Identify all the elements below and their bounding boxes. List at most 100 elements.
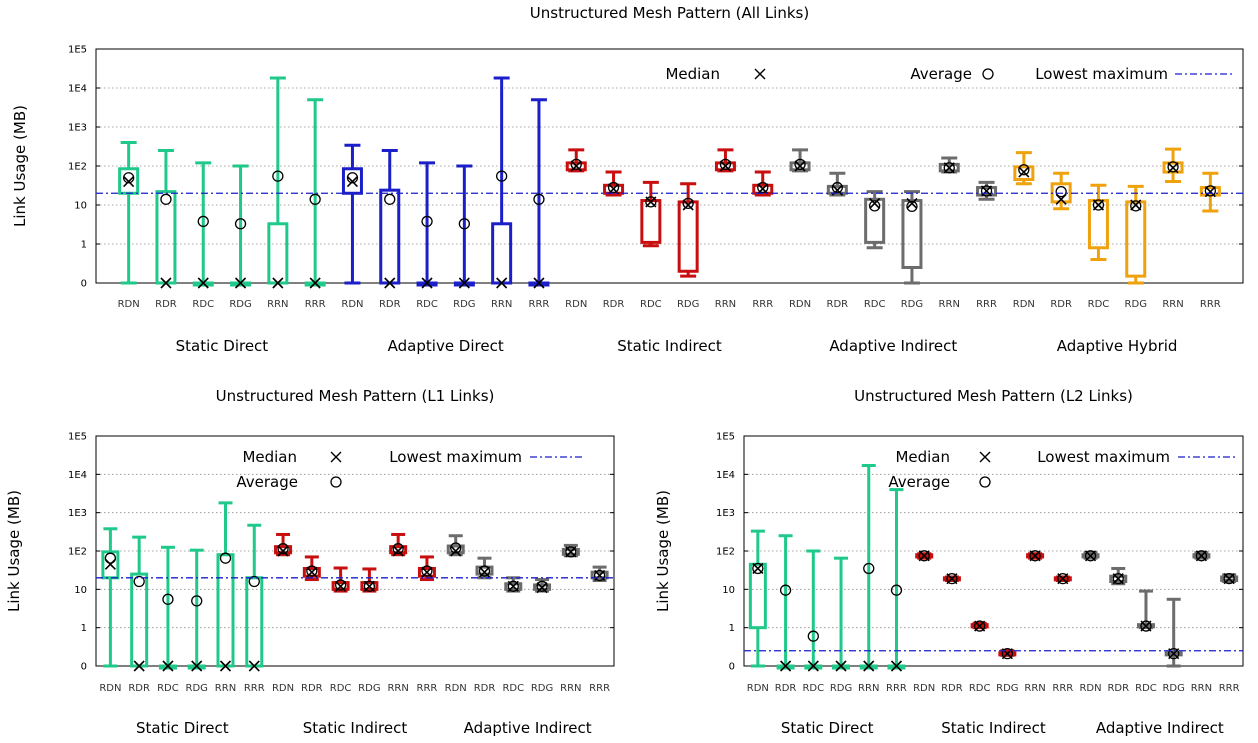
y-tick-label: 1E3 (68, 123, 87, 134)
average-marker (807, 630, 819, 642)
legend-median-label: Median (895, 448, 950, 466)
legend-average-icon (979, 476, 991, 488)
median-marker (162, 660, 174, 672)
average-marker (1223, 572, 1235, 585)
median-marker (277, 545, 289, 557)
category-label: RDG (453, 299, 475, 310)
average-marker (495, 170, 508, 182)
plot-frame (95, 48, 1244, 284)
category-label: RDC (969, 683, 991, 694)
box-static-indirect-rdr (603, 170, 625, 197)
median-marker (536, 582, 548, 594)
box-adaptive-indirect-rdr (1109, 566, 1128, 586)
median-marker (234, 277, 247, 289)
legend-average-label: Average (888, 473, 950, 491)
box-adaptive-indirect-rrn (1192, 550, 1211, 562)
box-iqr (360, 581, 379, 591)
average-marker (1167, 161, 1179, 173)
category-label: RDR (603, 299, 625, 310)
y-axis-label: Link Usage (MB) (11, 105, 29, 227)
box-iqr (938, 162, 960, 173)
category-label: RRR (305, 299, 326, 310)
box-adaptive-indirect-rdn (446, 534, 465, 557)
box-static-indirect-rdc (970, 620, 989, 632)
category-label: RRN (215, 683, 236, 694)
legend-median-icon (330, 451, 342, 463)
category-label: RDN (118, 299, 140, 310)
box-iqr (101, 550, 120, 580)
box-iqr (603, 183, 625, 195)
box-iqr (864, 197, 886, 244)
category-label: RRN (939, 299, 960, 310)
group-label: Adaptive Indirect (1096, 719, 1224, 737)
category-label: RRR (589, 683, 610, 694)
average-marker (458, 218, 471, 230)
legend-lowest-max-label: Lowest maximum (1037, 448, 1170, 466)
median-marker (248, 660, 260, 672)
category-label: RRR (1219, 683, 1240, 694)
category-label: RDG (1162, 683, 1184, 694)
box-iqr (504, 582, 523, 591)
y-tick-label: 10 (74, 201, 87, 212)
box-static-direct-rrr (304, 98, 326, 289)
group-label: Static Indirect (617, 337, 722, 355)
average-marker (946, 572, 958, 585)
category-label: RDN (272, 683, 294, 694)
category-label: RDR (474, 683, 496, 694)
average-marker (973, 620, 986, 632)
average-marker (197, 215, 209, 228)
median-marker (533, 277, 545, 289)
average-marker (346, 172, 359, 184)
average-marker (593, 569, 606, 582)
category-label: RDG (677, 299, 699, 310)
box-iqr (976, 186, 998, 197)
median-marker (780, 660, 792, 672)
box-iqr (491, 222, 513, 285)
box-static-indirect-rdn (565, 148, 587, 173)
median-marker (757, 183, 769, 195)
plot-frame (95, 435, 615, 667)
y-tick-label: 1E4 (68, 84, 87, 95)
chart-panel-2: Unstructured Mesh Pattern (L1 Links) Link… (5, 387, 615, 737)
legend: Median Average Lowest maximum (236, 448, 585, 491)
group-label: Adaptive Hybrid (1057, 337, 1178, 355)
average-marker (533, 193, 545, 205)
median-marker (458, 277, 470, 289)
y-axis-label: Link Usage (MB) (5, 490, 23, 612)
median-marker (392, 545, 404, 557)
box-static-direct-rdc (804, 549, 823, 672)
median-marker (570, 160, 582, 172)
average-marker (363, 580, 376, 592)
category-label: RDN (99, 683, 121, 694)
y-tick-label: 1E2 (68, 162, 87, 173)
box-static-direct-rdr (776, 534, 795, 672)
y-tick-label: 1E5 (716, 432, 735, 443)
median-marker (607, 183, 620, 195)
category-label: RRN (387, 683, 408, 694)
average-marker (682, 197, 694, 210)
median-marker (104, 558, 116, 570)
median-marker (309, 277, 321, 289)
category-label: RDR (301, 683, 323, 694)
category-label: RRN (560, 683, 581, 694)
box-iqr (640, 199, 662, 244)
box-static-indirect-rrr (1053, 572, 1072, 585)
box-static-direct-rdg (832, 556, 851, 672)
plot-frame (743, 435, 1244, 667)
category-label: RDC (864, 299, 886, 310)
median-marker (384, 277, 396, 289)
category-label: RDR (941, 683, 963, 694)
average-marker (507, 580, 519, 592)
box-static-direct-rdr (155, 148, 177, 289)
average-marker (162, 593, 174, 605)
average-marker (421, 215, 433, 228)
y-tick-label: 1 (81, 240, 87, 251)
median-marker (123, 175, 135, 188)
legend: Median Average Lowest maximum (665, 65, 1232, 83)
category-label: RDG (186, 683, 208, 694)
box-iqr (561, 547, 580, 556)
box-adaptive-hybrid-rdr (1050, 171, 1072, 211)
average-marker (122, 172, 135, 184)
average-marker (421, 565, 433, 577)
category-label: RDR (128, 683, 150, 694)
